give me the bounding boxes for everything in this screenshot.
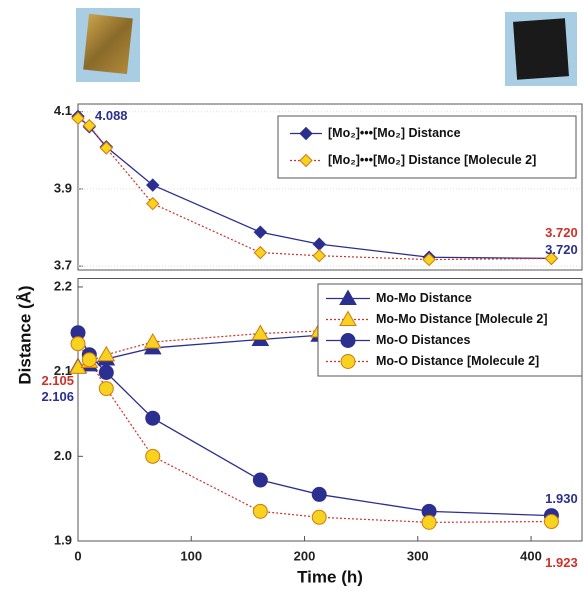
value-label: 3.720	[545, 242, 578, 257]
legend-label: Mo-O Distances	[376, 333, 471, 347]
marker	[254, 226, 266, 238]
value-label: 1.923	[545, 555, 578, 570]
x-tick-label: 100	[180, 548, 202, 563]
marker	[254, 247, 266, 259]
x-tick-label: 400	[520, 548, 542, 563]
marker	[312, 510, 326, 524]
y-tick-label: 1.9	[54, 532, 72, 547]
marker	[252, 326, 268, 340]
x-tick-label: 300	[407, 548, 429, 563]
marker	[99, 382, 113, 396]
marker	[83, 120, 95, 132]
legend-marker	[341, 355, 355, 369]
marker	[99, 365, 113, 379]
y-tick-label: 3.9	[54, 180, 72, 195]
legend-label: Mo-Mo Distance	[376, 291, 472, 305]
x-tick-label: 200	[294, 548, 316, 563]
y-axis-label: Distance (Å)	[15, 285, 34, 384]
legend-label: Mo-Mo Distance [Molecule 2]	[376, 312, 548, 326]
legend-label: [Mo₂]•••[Mo₂] Distance [Molecule 2]	[328, 153, 536, 167]
y-tick-label: 3.7	[54, 258, 72, 273]
y-tick-label: 2.0	[54, 448, 72, 463]
marker	[146, 449, 160, 463]
value-label: 2.105	[41, 373, 74, 388]
marker	[100, 142, 112, 154]
crystal-photo	[83, 14, 133, 74]
x-axis-label: Time (h)	[297, 567, 363, 586]
marker	[313, 250, 325, 262]
y-tick-label: 4.1	[54, 103, 72, 118]
legend-label: [Mo₂]•••[Mo₂] Distance	[328, 126, 461, 140]
marker	[422, 515, 436, 529]
value-label: 4.088	[95, 108, 128, 123]
marker	[313, 238, 325, 250]
x-tick-label: 0	[74, 548, 81, 563]
marker	[82, 353, 96, 367]
value-label: 2.106	[41, 389, 74, 404]
marker	[146, 411, 160, 425]
chart: 3.7 3.9 4.1 4.088 3.720 3.720 [Mo₂]•••[Mo₂] Di…	[0, 0, 584, 591]
legend-label: Mo-O Distance [Molecule 2]	[376, 354, 539, 368]
marker	[71, 337, 85, 351]
value-label: 1.930	[545, 491, 578, 506]
y-tick-label: 2.2	[54, 278, 72, 293]
value-label: 3.720	[545, 225, 578, 240]
legend-marker	[341, 334, 355, 348]
marker	[253, 473, 267, 487]
marker	[544, 515, 558, 529]
marker	[253, 504, 267, 518]
marker	[312, 487, 326, 501]
crystal-photo	[513, 18, 569, 79]
